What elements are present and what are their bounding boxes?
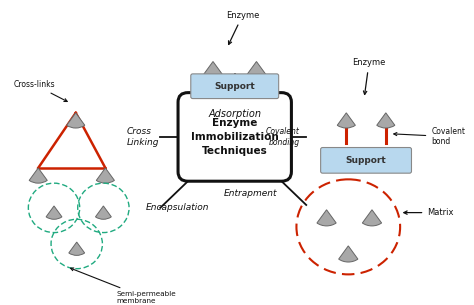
Text: Covalent
bonding: Covalent bonding — [266, 127, 300, 147]
Wedge shape — [46, 206, 62, 219]
Wedge shape — [69, 242, 85, 255]
Text: Support: Support — [214, 82, 255, 91]
Text: Covalent
bond: Covalent bond — [394, 127, 465, 146]
Text: Support: Support — [346, 156, 386, 165]
Text: Enzyme: Enzyme — [352, 58, 386, 95]
Wedge shape — [317, 210, 336, 226]
Text: Cross-links: Cross-links — [14, 80, 67, 102]
Text: Encapsulation: Encapsulation — [146, 203, 210, 212]
Wedge shape — [29, 168, 47, 183]
Wedge shape — [95, 206, 111, 219]
Wedge shape — [96, 168, 114, 183]
Text: Entrapment: Entrapment — [224, 189, 277, 198]
Text: Enzyme: Enzyme — [226, 11, 259, 45]
FancyBboxPatch shape — [178, 93, 292, 181]
Text: Matrix: Matrix — [404, 208, 454, 217]
Text: Cross
Linking: Cross Linking — [127, 127, 160, 147]
Wedge shape — [203, 62, 223, 78]
Text: Enzyme
Immobilization
Techniques: Enzyme Immobilization Techniques — [191, 118, 279, 156]
Text: Semi-permeable
membrane: Semi-permeable membrane — [71, 268, 176, 304]
FancyBboxPatch shape — [191, 74, 279, 99]
FancyBboxPatch shape — [320, 148, 411, 173]
Wedge shape — [362, 210, 382, 226]
Wedge shape — [67, 113, 85, 128]
Wedge shape — [247, 62, 266, 78]
Wedge shape — [377, 113, 395, 128]
Wedge shape — [337, 113, 356, 128]
Text: Adsorption: Adsorption — [208, 109, 261, 119]
Wedge shape — [338, 246, 358, 262]
